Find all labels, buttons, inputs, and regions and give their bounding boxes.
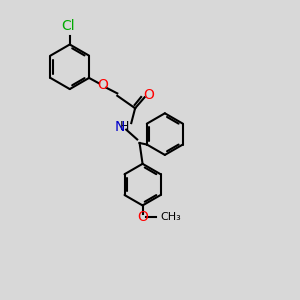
Text: H: H — [120, 120, 129, 133]
Text: CH₃: CH₃ — [160, 212, 181, 222]
Text: Cl: Cl — [61, 19, 75, 33]
Text: O: O — [137, 210, 148, 224]
Text: O: O — [144, 88, 154, 102]
Text: O: O — [97, 78, 108, 92]
Text: N: N — [114, 120, 124, 134]
